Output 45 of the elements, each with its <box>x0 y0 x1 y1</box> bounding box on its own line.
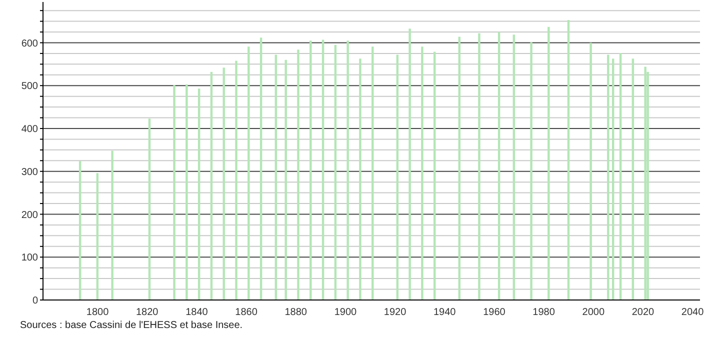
x-tick-label: 2040 <box>681 307 704 318</box>
bar <box>274 54 278 300</box>
y-tick-label: 600 <box>21 38 38 50</box>
x-tick-label: 1940 <box>434 307 456 318</box>
y-tick-label: 0 <box>32 296 38 307</box>
bar <box>421 46 424 300</box>
x-tick-label: 1900 <box>334 307 358 318</box>
x-tick-label: 1800 <box>86 307 110 318</box>
bar <box>548 26 550 300</box>
x-tick-label: 1840 <box>186 307 208 318</box>
bar <box>396 54 399 300</box>
x-tick-label: 1880 <box>284 307 308 318</box>
x-tick-label: 1980 <box>532 307 556 318</box>
bar <box>284 60 287 300</box>
bar <box>248 46 250 300</box>
bar <box>530 42 532 300</box>
bar <box>186 84 188 300</box>
bar <box>222 68 225 300</box>
x-tick-label: 2020 <box>632 307 655 318</box>
bar <box>408 28 411 300</box>
bar <box>359 58 362 300</box>
x-tick-label: 1960 <box>483 307 506 318</box>
bar <box>590 42 592 300</box>
x-tick-label: 1920 <box>384 307 407 318</box>
bar <box>644 66 646 300</box>
bar <box>235 60 238 300</box>
bar <box>433 52 436 300</box>
bar <box>310 40 312 300</box>
bar <box>458 36 461 300</box>
bar <box>111 150 114 300</box>
bar <box>346 40 349 300</box>
bar <box>478 33 480 300</box>
y-tick-label: 200 <box>21 210 38 221</box>
y-tick-label: 300 <box>21 166 38 178</box>
bar <box>607 54 610 300</box>
bar <box>297 50 300 300</box>
y-tick-label: 500 <box>21 81 38 92</box>
bar <box>322 40 324 300</box>
x-tick-label: 2000 <box>582 307 605 318</box>
x-tick-label: 1820 <box>136 307 159 318</box>
y-tick-label: 400 <box>21 124 38 136</box>
x-tick-label: 1860 <box>235 307 258 318</box>
bar <box>173 85 176 300</box>
y-tick-label: 100 <box>21 252 38 264</box>
source-note: Sources : base Cassini de l'EHESS et base Insee. <box>20 320 243 331</box>
